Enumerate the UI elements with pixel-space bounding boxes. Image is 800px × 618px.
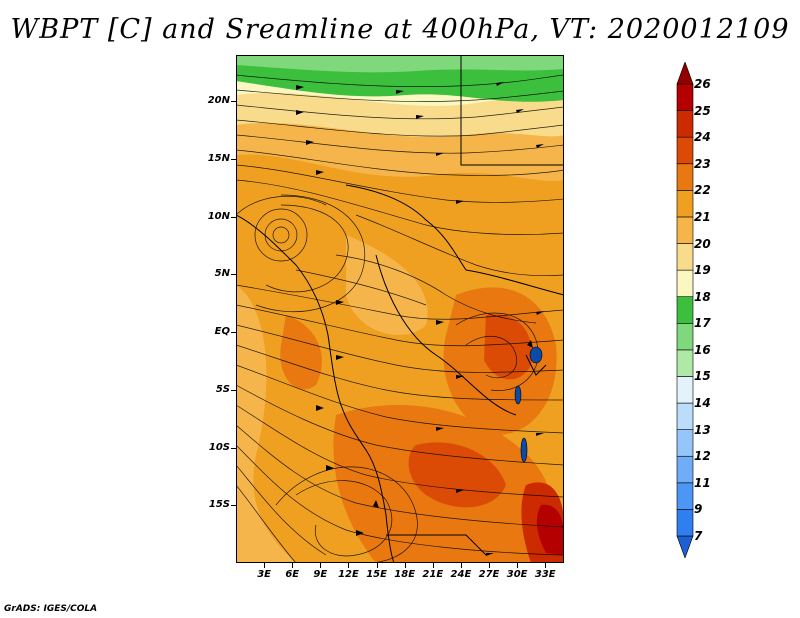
lat-tick [231,505,236,507]
colorbar-segment [676,136,694,165]
lon-label: 6E [285,569,300,580]
lat-tick [231,274,236,276]
colorbar-segment [676,402,694,430]
colorbar [676,62,694,558]
colorbar-level-label: 11 [694,475,711,490]
colorbar-segment [676,509,694,537]
map-plot [236,55,564,563]
colorbar-level-label: 24 [694,130,711,145]
lat-tick [231,447,236,449]
lon-tick [292,563,294,568]
lat-label: 10S [208,441,230,453]
lat-label: 15N [207,152,230,164]
lat-label: 5S [215,383,230,395]
colorbar-segment [676,455,694,484]
lat-label: 10N [207,210,230,222]
colorbar-level-label: 16 [694,342,711,357]
lon-tick [264,563,266,568]
colorbar-segment [676,429,694,457]
colorbar-segment [676,163,694,191]
lon-tick [517,563,519,568]
colorbar-level-label: 18 [694,289,711,304]
colorbar-segment [676,322,694,351]
lat-tick [231,216,236,218]
lon-label: 18E [394,569,416,580]
lon-label: 21E [422,569,444,580]
colorbar-level-label: 21 [694,209,711,224]
colorbar-level-label: 13 [694,422,711,437]
lon-label: 9E [313,569,328,580]
lon-tick [545,563,547,568]
lon-tick [404,563,406,568]
colorbar-level-label: 17 [694,316,711,331]
colorbar-segment [676,482,694,510]
colorbar-segment [676,243,694,271]
colorbar-level-label: 9 [694,502,703,517]
lat-tick [231,158,236,160]
lat-label: 20N [207,95,230,107]
streamlines [236,74,564,563]
colorbar-segment [676,349,694,377]
chart-title: WBPT [C] and Sreamline at 400hPa, VT: 20… [10,14,790,45]
streamline-arrows [296,82,544,556]
lat-label: EQ [214,326,230,338]
colorbar-segment [676,269,694,298]
colorbar-segment [676,216,694,244]
lat-tick [231,389,236,391]
colorbar-segment [676,296,694,324]
colorbar-level-label: 22 [694,183,711,198]
lon-label: 24E [450,569,472,580]
lat-label: 5N [214,268,230,280]
lon-tick [376,563,378,568]
colorbar-level-label: 23 [694,156,711,171]
coastlines [236,55,564,563]
colorbar-level-label: 20 [694,236,711,251]
field-hot-east [484,314,532,380]
lon-label: 27E [478,569,500,580]
field-light-center [346,235,428,335]
field-light-west [236,285,296,563]
colorbar-level-label: 14 [694,396,711,411]
colorbar-level-label: 12 [694,449,711,464]
field-hot-se2 [536,504,564,555]
lat-label: 15S [208,499,230,511]
lon-tick [348,563,350,568]
lon-label: 30E [506,569,528,580]
lon-label: 15E [366,569,387,580]
colorbar-segment [676,83,694,111]
colorbar-level-label: 15 [694,369,711,384]
colorbar-over-arrow [676,62,694,85]
colorbar-level-label: 26 [694,77,711,91]
colorbar-under-arrow [676,535,694,558]
colorbar-level-label: 7 [694,529,703,543]
colorbar-level-label: 25 [694,103,711,118]
lon-tick [432,563,434,568]
lon-tick [489,563,491,568]
lon-label: 3E [257,569,271,580]
field-warm-west [280,315,322,390]
lon-tick [460,563,462,568]
colorbar-segment [676,110,694,138]
grads-credit: GrADS: IGES/COLA [4,604,98,614]
colorbar-level-label: 19 [694,263,711,278]
lat-tick [231,101,236,103]
lakes [514,346,543,463]
colorbar-segment [676,190,694,218]
field-band-16 [236,55,564,73]
lon-tick [320,563,322,568]
lon-label: 12E [338,569,359,580]
lon-label: 33E [534,569,556,580]
lat-tick [231,332,236,334]
colorbar-segment [676,376,694,404]
